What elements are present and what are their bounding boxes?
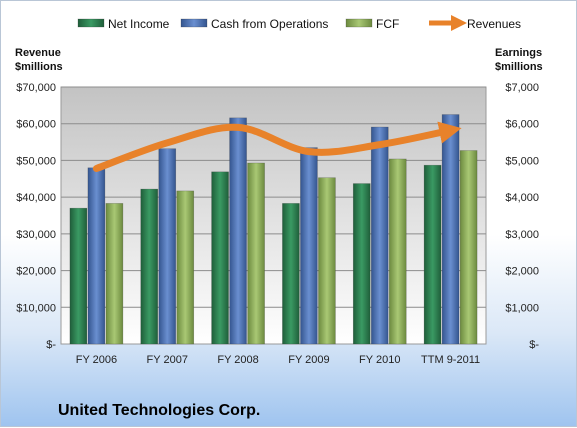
left-axis-title: Revenue $millions [15, 47, 63, 73]
bars [69, 114, 478, 345]
right-tick-label: $5,000 [505, 155, 539, 167]
bar-net-income [211, 171, 229, 345]
bar-cash-from-operations [229, 117, 247, 345]
x-tick-label: FY 2008 [217, 354, 258, 366]
right-tick-label: $6,000 [505, 119, 539, 131]
plot-area [60, 86, 487, 345]
bar-cash-from-operations [158, 148, 177, 345]
left-tick-label: $40,000 [16, 192, 56, 204]
bar-fcf [318, 177, 336, 345]
legend: Net Income Cash from Operations FCF Revenue… [77, 14, 521, 32]
right-tick-label: $3,000 [505, 229, 539, 241]
left-tick-label: $20,000 [16, 266, 56, 278]
bar-fcf [105, 203, 124, 345]
right-axis-ticks: $- $1,000 $2,000 $3,000 $4,000 $5,000 $6,000 $7… [505, 82, 539, 351]
right-tick-label: $7,000 [505, 82, 539, 94]
bar-net-income [69, 207, 88, 345]
left-tick-label: $10,000 [16, 302, 56, 314]
bar-net-income [282, 203, 300, 345]
right-tick-label: $- [529, 339, 539, 351]
company-title: United Technologies Corp. [58, 402, 260, 419]
x-tick-label: FY 2010 [359, 354, 400, 366]
legend-swatch-net-income [77, 18, 105, 28]
left-tick-label: $60,000 [16, 119, 56, 131]
bar-fcf [459, 150, 478, 345]
x-tick-label: FY 2006 [76, 354, 117, 366]
x-tick-label: TTM 9-2011 [421, 354, 480, 366]
legend-swatch-cash-from-operations [180, 18, 208, 28]
legend-label-net-income: Net Income [108, 17, 170, 31]
right-axis-title: Earnings $millions [495, 47, 543, 73]
x-tick-label: FY 2007 [147, 354, 188, 366]
x-tick-label: FY 2009 [288, 354, 329, 366]
bar-net-income [140, 188, 159, 345]
left-axis-ticks: $- $10,000 $20,000 $30,000 $40,000 $50,000 $60… [16, 82, 56, 351]
left-tick-label: $30,000 [16, 229, 56, 241]
bar-cash-from-operations [300, 147, 318, 345]
legend-label-fcf: FCF [376, 17, 399, 31]
right-tick-label: $2,000 [505, 266, 539, 278]
x-axis-ticks: FY 2006 FY 2007 FY 2008 FY 2009 FY 2010 TTM 9… [76, 354, 480, 366]
bar-cash-from-operations [370, 126, 389, 345]
legend-label-cash-from-operations: Cash from Operations [211, 17, 328, 31]
right-axis-title-line2: $millions [495, 61, 543, 73]
bar-net-income [352, 183, 371, 345]
revenues-line [92, 121, 462, 173]
legend-label-revenues: Revenues [467, 17, 521, 31]
left-axis-title-line2: $millions [15, 61, 63, 73]
left-tick-label: $50,000 [16, 155, 56, 167]
left-tick-label: $70,000 [16, 82, 56, 94]
bar-cash-from-operations [87, 167, 106, 345]
bar-fcf [176, 190, 195, 345]
right-tick-label: $4,000 [505, 192, 539, 204]
gridlines [61, 86, 486, 308]
left-tick-label: $- [46, 339, 56, 351]
bar-fcf [388, 158, 407, 345]
right-tick-label: $1,000 [505, 302, 539, 314]
left-axis-title-line1: Revenue [15, 47, 61, 59]
bar-cash-from-operations [441, 114, 460, 345]
legend-swatch-fcf [345, 18, 373, 28]
right-axis-title-line1: Earnings [495, 47, 542, 59]
bar-fcf [247, 162, 265, 345]
revenue-line-group [92, 121, 462, 173]
bar-net-income [423, 164, 442, 345]
